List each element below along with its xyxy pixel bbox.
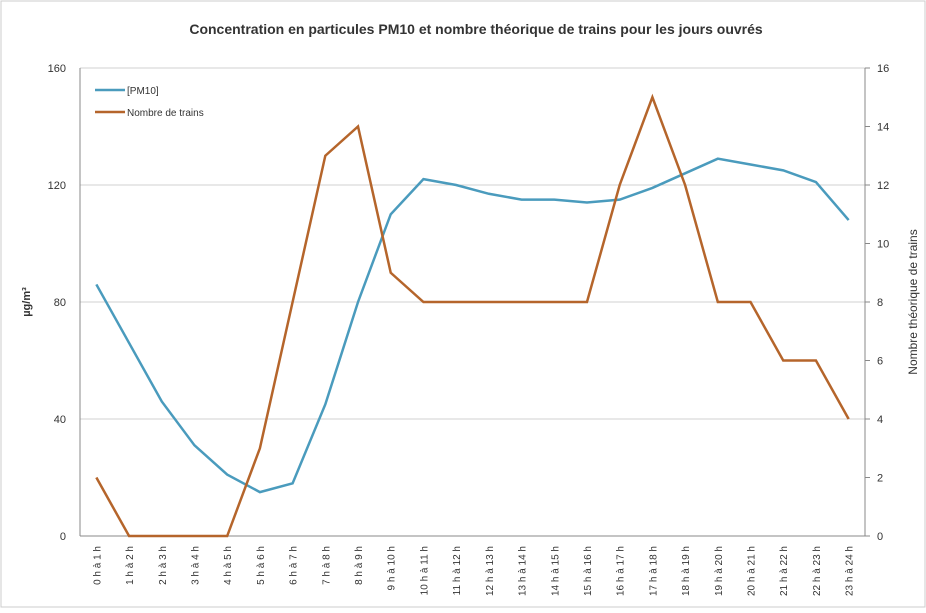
x-tick-label: 0 h à 1 h (92, 546, 103, 585)
x-tick-label: 7 h à 8 h (321, 546, 332, 585)
x-tick-label: 11 h à 12 h (452, 546, 463, 595)
x-tick-label: 21 h à 22 h (779, 546, 790, 596)
x-tick-label: 2 h à 3 h (158, 546, 169, 585)
x-tick-label: 14 h à 15 h (550, 546, 561, 596)
x-tick-label: 23 h à 24 h (845, 546, 856, 596)
y2-tick-label: 14 (877, 122, 889, 134)
x-tick-label: 20 h à 21 h (747, 546, 758, 596)
x-tick-label: 15 h à 16 h (583, 546, 594, 596)
y-tick-label: 80 (54, 297, 66, 309)
y-axis-label: µg/m³ (21, 287, 33, 317)
x-tick-label: 6 h à 7 h (289, 546, 300, 585)
y2-tick-label: 8 (877, 297, 883, 309)
y2-tick-label: 12 (877, 180, 889, 192)
y-tick-label: 40 (54, 414, 66, 426)
y2-tick-label: 2 (877, 473, 883, 485)
y2-tick-label: 6 (877, 356, 883, 368)
x-tick-label: 13 h à 14 h (518, 546, 529, 596)
x-tick-label: 18 h à 19 h (681, 546, 692, 596)
x-tick-label: 3 h à 4 h (190, 546, 201, 585)
y2-tick-label: 4 (877, 414, 883, 426)
y-tick-label: 160 (48, 63, 66, 75)
x-tick-label: 1 h à 2 h (125, 546, 136, 585)
x-tick-label: 12 h à 13 h (485, 546, 496, 596)
y2-axis-label: Nombre théorique de trains (906, 229, 920, 374)
chart-title: Concentration en particules PM10 et nomb… (189, 21, 763, 37)
y2-tick-label: 10 (877, 239, 889, 251)
legend-label: [PM10] (127, 86, 159, 97)
x-tick-label: 19 h à 20 h (714, 546, 725, 596)
y-tick-label: 120 (48, 180, 66, 192)
x-tick-label: 16 h à 17 h (616, 546, 627, 596)
y2-tick-label: 16 (877, 63, 889, 75)
x-tick-label: 10 h à 11 h (419, 546, 430, 595)
x-tick-label: 5 h à 6 h (256, 546, 267, 585)
x-tick-label: 8 h à 9 h (354, 546, 365, 585)
x-tick-label: 17 h à 18 h (648, 546, 659, 596)
series-line (95, 93, 850, 538)
x-tick-label: 22 h à 23 h (812, 546, 823, 596)
x-tick-label: 9 h à 10 h (387, 546, 398, 590)
series-line (95, 157, 850, 494)
y2-tick-label: 0 (877, 531, 883, 543)
legend-label: Nombre de trains (127, 108, 204, 119)
x-tick-label: 4 h à 5 h (223, 546, 234, 585)
y-tick-label: 0 (60, 531, 66, 543)
